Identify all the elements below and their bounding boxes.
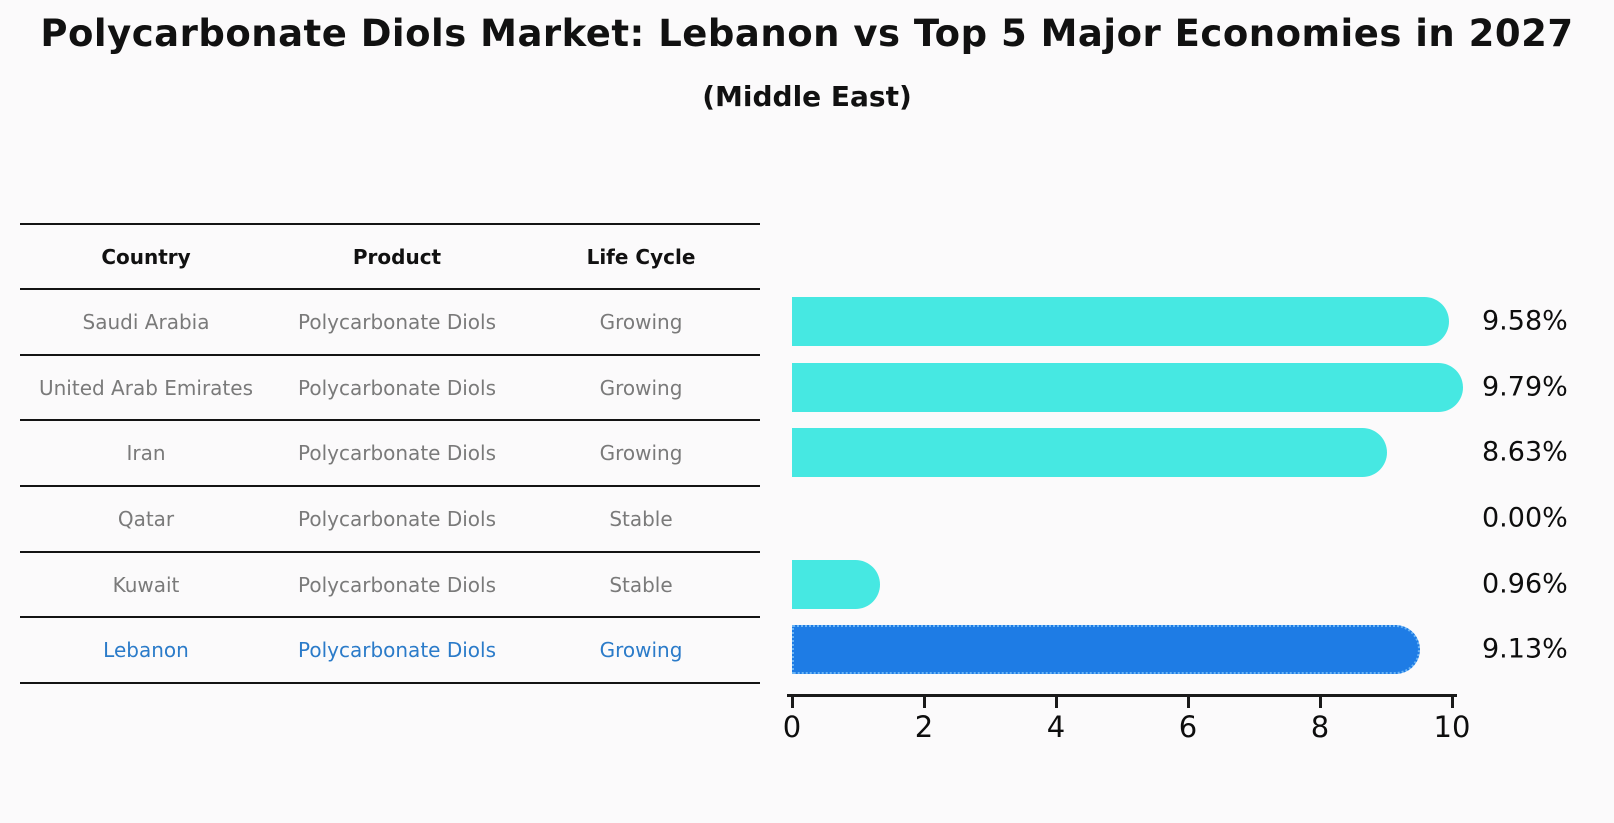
bar-united-arab-emirates <box>792 363 1463 412</box>
chart-title: Polycarbonate Diols Market: Lebanon vs T… <box>40 12 1574 55</box>
x-axis-tick <box>1319 697 1322 708</box>
cell-product: Polycarbonate Diols <box>298 309 496 334</box>
x-axis-tick-label: 10 <box>1433 710 1471 744</box>
x-axis-tick-label: 4 <box>1046 710 1066 744</box>
x-axis-tick-label: 2 <box>914 710 934 744</box>
bar-iran <box>792 428 1387 477</box>
cell-life-cycle: Growing <box>599 638 683 663</box>
column-header-product: Product <box>352 244 442 269</box>
x-axis-tick <box>1055 697 1058 708</box>
bar-lebanon-highlight <box>792 625 1420 674</box>
x-axis-tick-label: 8 <box>1310 710 1330 744</box>
x-axis-tick-label: 6 <box>1178 710 1198 744</box>
bar-value-label: 8.63% <box>1482 436 1568 468</box>
x-axis-tick <box>1187 697 1190 708</box>
bar-value-label: 9.58% <box>1482 305 1568 337</box>
cell-life-cycle: Growing <box>599 441 683 466</box>
table-header-row: Country Product Life Cycle <box>20 225 760 290</box>
cell-life-cycle: Growing <box>599 375 683 400</box>
x-axis-tick <box>1451 697 1454 708</box>
x-axis-tick-label: 0 <box>782 710 802 744</box>
bar-kuwait <box>792 560 880 609</box>
cell-product: Polycarbonate Diols <box>298 441 496 466</box>
column-header-country: Country <box>101 244 191 269</box>
cell-country: United Arab Emirates <box>38 375 253 400</box>
bar-value-label: 0.96% <box>1482 568 1568 600</box>
table-row: Kuwait Polycarbonate Diols Stable <box>20 553 760 619</box>
cell-country: Lebanon <box>103 638 189 663</box>
table-row: Iran Polycarbonate Diols Growing <box>20 421 760 488</box>
cell-product: Polycarbonate Diols <box>298 375 496 400</box>
table-row: Qatar Polycarbonate Diols Stable <box>20 487 760 553</box>
cell-product: Polycarbonate Diols <box>298 638 496 663</box>
cell-life-cycle: Stable <box>609 506 673 531</box>
bar-saudi-arabia <box>792 297 1449 346</box>
cell-life-cycle: Stable <box>609 572 673 597</box>
column-header-life-cycle: Life Cycle <box>586 244 696 269</box>
x-axis-line <box>787 694 1457 697</box>
cell-country: Kuwait <box>112 572 180 597</box>
x-axis-tick <box>791 697 794 708</box>
cell-country: Qatar <box>117 506 175 531</box>
country-table: Country Product Life Cycle Saudi Arabia … <box>20 223 760 685</box>
cell-product: Polycarbonate Diols <box>298 506 496 531</box>
x-axis-tick <box>923 697 926 708</box>
cell-life-cycle: Growing <box>599 309 683 334</box>
bar-value-label: 9.13% <box>1482 633 1568 665</box>
table-row: Saudi Arabia Polycarbonate Diols Growing <box>20 290 760 356</box>
cell-country: Iran <box>126 441 166 466</box>
table-row-highlight: Lebanon Polycarbonate Diols Growing <box>20 618 760 685</box>
chart-subtitle: (Middle East) <box>702 80 912 113</box>
cell-product: Polycarbonate Diols <box>298 572 496 597</box>
cell-country: Saudi Arabia <box>82 309 210 334</box>
bar-value-label: 9.79% <box>1482 371 1568 403</box>
table-row: United Arab Emirates Polycarbonate Diols… <box>20 356 760 422</box>
bar-value-label: 0.00% <box>1482 502 1568 534</box>
